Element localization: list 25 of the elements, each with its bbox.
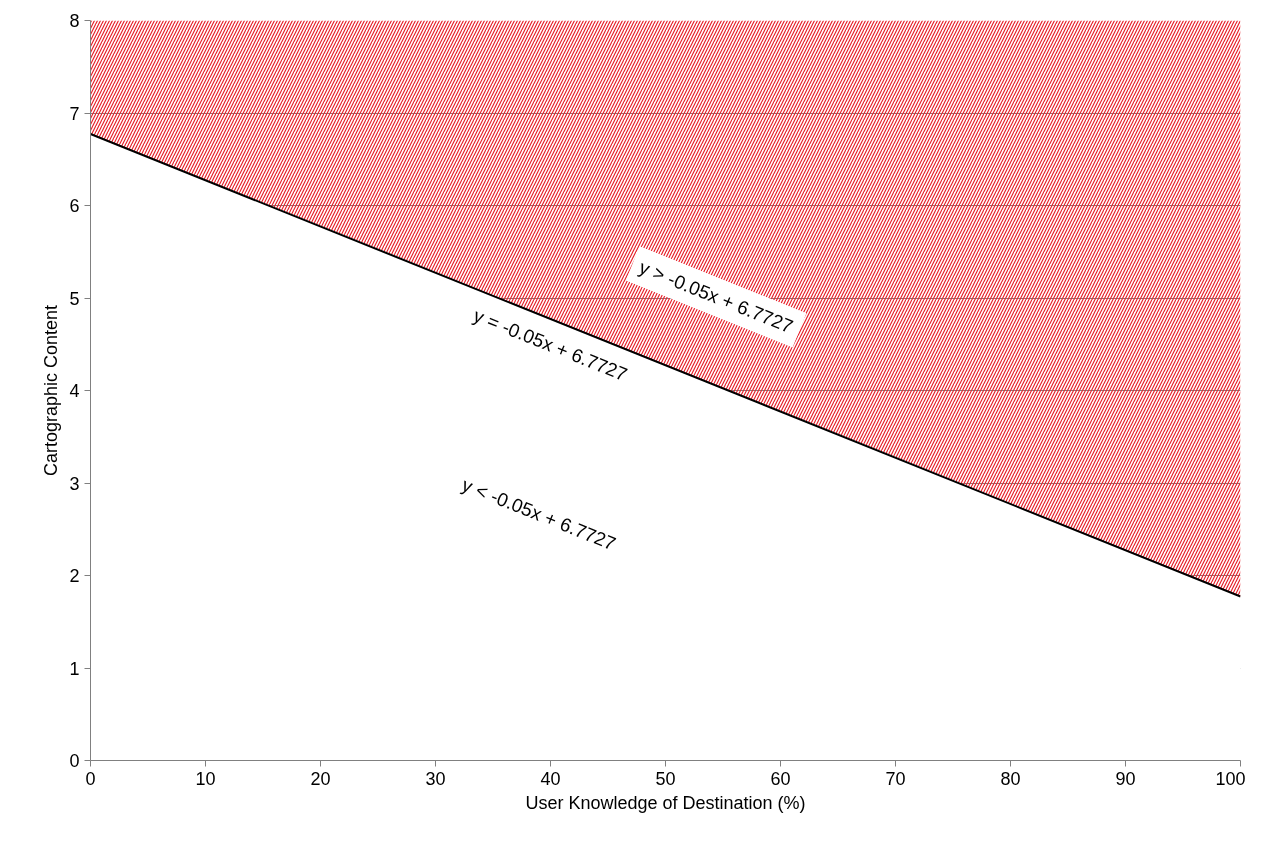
annotation: y < -0.05x + 6.7727 xyxy=(459,473,619,555)
x-tick-label: 70 xyxy=(885,768,906,789)
y-tick-label: 3 xyxy=(69,473,80,494)
x-tick-label: 80 xyxy=(1000,768,1021,789)
x-tick-label: 40 xyxy=(540,768,561,789)
y-tick-label: 0 xyxy=(69,751,80,771)
y-tick-label: 8 xyxy=(69,11,80,31)
x-tick-label: 60 xyxy=(770,768,791,789)
x-tick-label: 100 xyxy=(1215,768,1246,789)
y-tick-label: 4 xyxy=(69,381,80,401)
annotation: y = -0.05x + 6.7727 xyxy=(470,304,631,386)
y-tick-label: 1 xyxy=(69,658,80,679)
annotation: y > -0.05x + 6.7727 xyxy=(636,256,796,338)
y-tick-label: 6 xyxy=(69,196,80,216)
x-tick-label: 30 xyxy=(425,768,446,789)
x-tick-label: 90 xyxy=(1115,768,1136,789)
y-axis-title: Cartographic Content xyxy=(41,304,62,477)
x-axis-title: User Knowledge of Destination (%) xyxy=(525,792,806,813)
x-tick-label: 0 xyxy=(85,768,96,789)
x-tick-label: 20 xyxy=(310,768,331,789)
x-tick-label: 10 xyxy=(195,768,216,789)
y-tick-label: 5 xyxy=(69,288,80,309)
y-tick-label: 7 xyxy=(69,103,80,124)
x-tick-label: 50 xyxy=(655,768,676,789)
y-tick-label: 2 xyxy=(69,566,80,586)
